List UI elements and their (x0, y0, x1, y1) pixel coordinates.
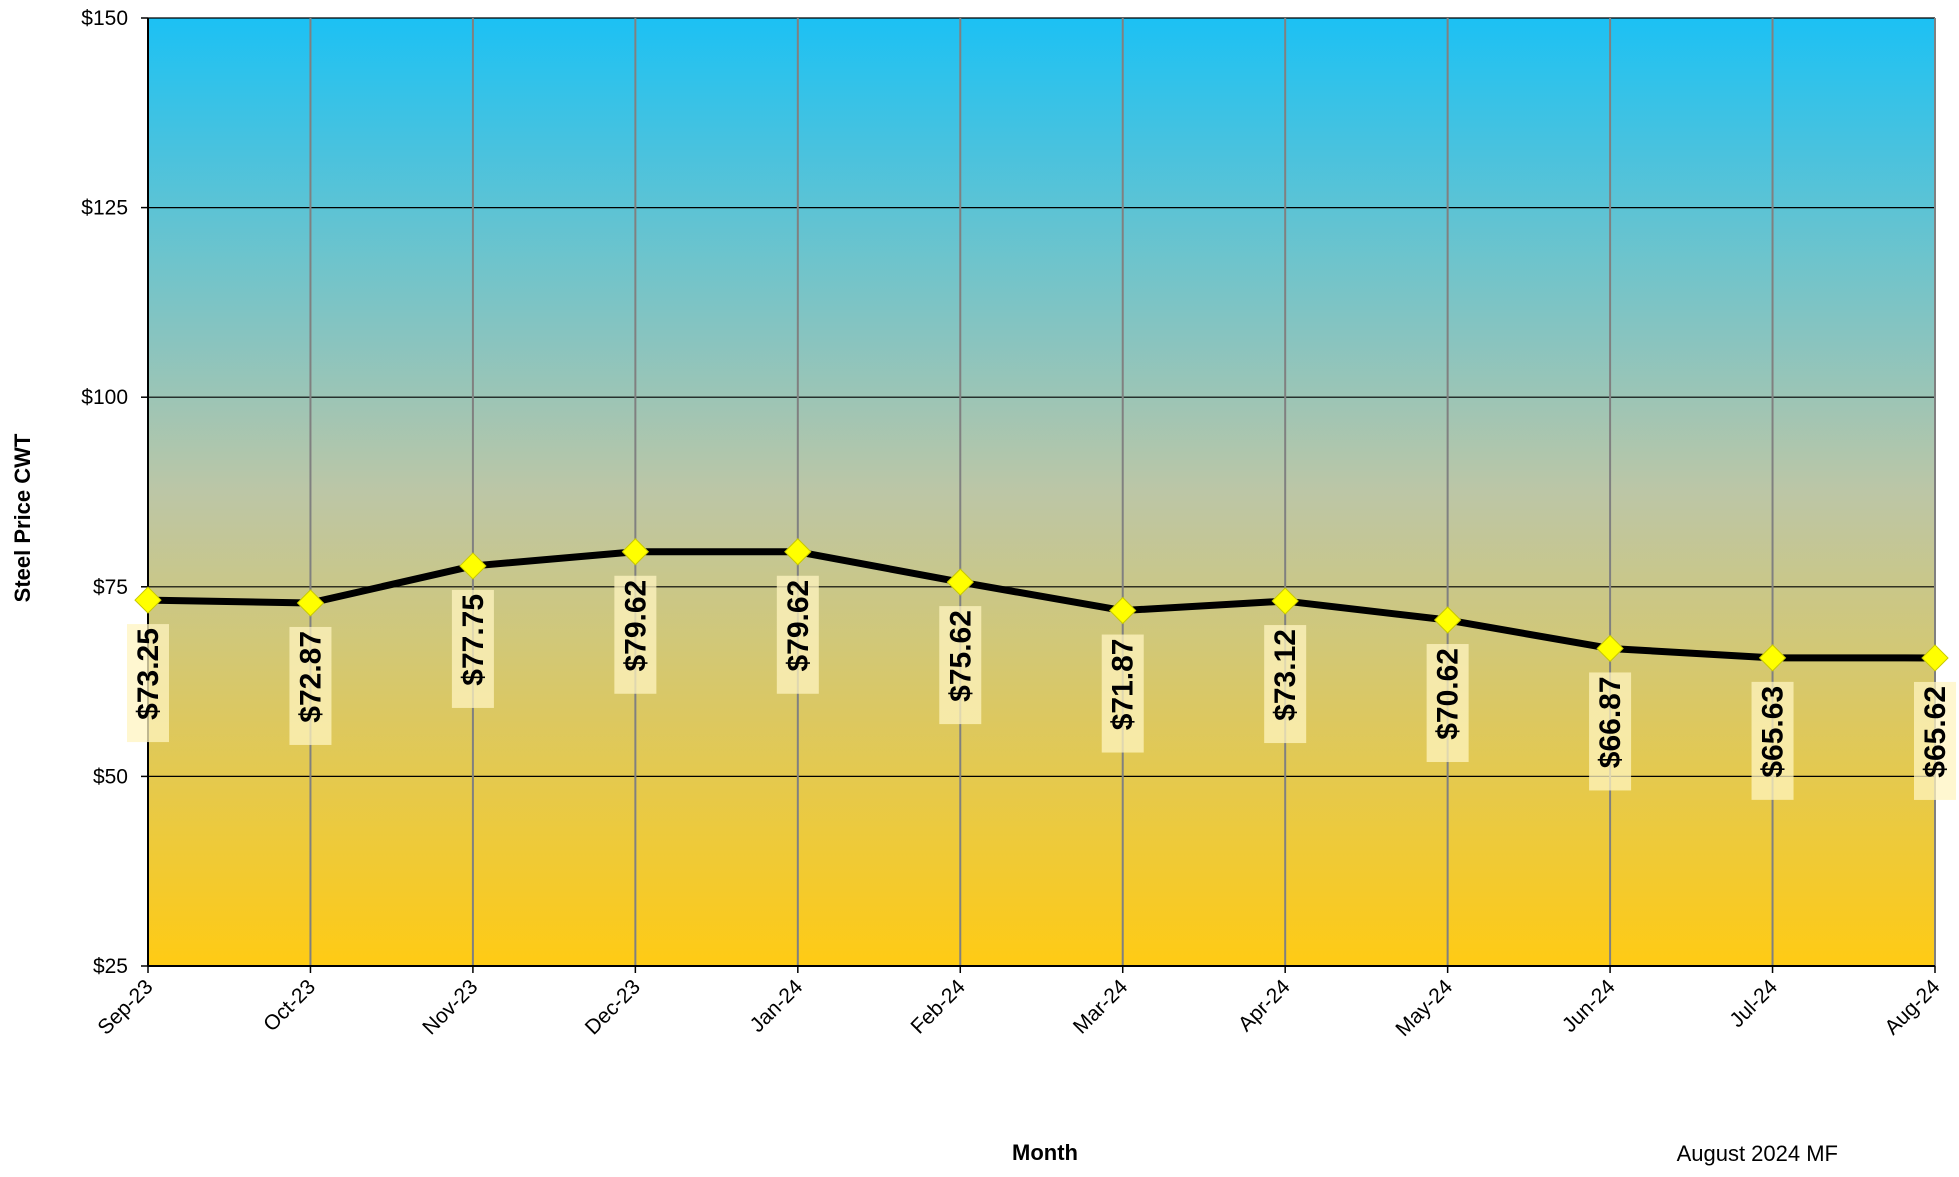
data-label-bg (939, 606, 982, 725)
data-label: $73.25 (132, 628, 165, 720)
data-label-bg (451, 589, 494, 708)
x-axis-title: Month (1012, 1140, 1078, 1165)
x-tick-label: Aug-24 (1880, 975, 1944, 1039)
data-label-group: $73.25 (127, 624, 169, 743)
data-point (1109, 596, 1137, 625)
data-label-group: $77.75 (451, 589, 494, 708)
series-line (144, 548, 1939, 662)
data-label-group: $70.62 (1426, 644, 1469, 763)
data-label-bg (127, 624, 169, 743)
axes (141, 17, 1936, 973)
x-tick-label: Jul-24 (1725, 975, 1782, 1032)
data-label: $77.75 (457, 594, 490, 686)
x-tick-label: Jan-24 (746, 975, 808, 1037)
data-label: $75.62 (944, 610, 977, 702)
data-label: $73.12 (1269, 629, 1302, 721)
data-label-group: $65.62 (1914, 681, 1956, 800)
data-label-bg (1264, 625, 1307, 744)
data-label: $66.87 (1594, 676, 1627, 768)
data-label-group: $79.62 (614, 575, 657, 694)
y-tick-label: $125 (81, 197, 128, 220)
data-point (1921, 644, 1949, 672)
data-point (296, 589, 325, 617)
x-tick-label: Nov-23 (418, 975, 482, 1039)
data-point (1596, 634, 1624, 663)
data-point (1758, 644, 1787, 672)
x-tick-label: May-24 (1391, 975, 1457, 1041)
y-tick-label: $50 (93, 765, 128, 788)
data-label-group: $73.12 (1264, 625, 1307, 744)
x-tick-label: Mar-24 (1069, 975, 1133, 1039)
data-label-bg (1914, 681, 1956, 800)
footnote: August 2024 MF (1676, 1141, 1838, 1166)
data-label-group: $79.62 (776, 575, 819, 694)
data-label: $71.87 (1107, 639, 1140, 731)
data-label-group: $65.63 (1751, 681, 1794, 800)
y-tick-label: $150 (81, 7, 128, 30)
data-label-bg (614, 575, 657, 694)
data-point (1271, 587, 1299, 615)
series-layer (134, 538, 1949, 672)
data-label: $70.62 (1432, 648, 1465, 740)
data-point (621, 538, 650, 566)
data-point (1433, 606, 1462, 634)
x-tick-label: Feb-24 (906, 975, 970, 1039)
data-label-group: $75.62 (939, 606, 982, 725)
data-label: $65.62 (1919, 686, 1952, 778)
x-tick-label: Sep-23 (93, 975, 157, 1039)
x-tick-label: Dec-23 (581, 975, 645, 1039)
data-point (784, 538, 812, 566)
data-label: $79.62 (619, 580, 652, 672)
data-label-group: $71.87 (1101, 634, 1144, 753)
data-point (134, 586, 162, 614)
data-label: $79.62 (782, 580, 815, 672)
data-labels: $73.25 $72.87 $77.75 $79.62 $79.62 $75.62 $71.… (127, 575, 1956, 800)
y-tick-label: $75 (93, 576, 128, 599)
gridlines (147, 17, 1936, 967)
y-tick-label: $25 (93, 955, 128, 978)
x-tick-label: Oct-23 (259, 975, 320, 1036)
data-label: $72.87 (294, 631, 327, 723)
data-label-bg (1101, 634, 1144, 753)
data-label-bg (289, 626, 332, 745)
data-label: $65.63 (1757, 686, 1790, 778)
data-label-group: $72.87 (289, 626, 332, 745)
plot-area (148, 18, 1935, 966)
x-tick-label: Jun-24 (1558, 975, 1620, 1037)
data-label-bg (1751, 681, 1794, 800)
y-tick-label: $100 (81, 386, 128, 409)
data-point (459, 552, 487, 580)
data-label-bg (1589, 672, 1632, 791)
data-label-group: $66.87 (1589, 672, 1632, 791)
data-label-bg (776, 575, 819, 694)
data-point (946, 568, 974, 596)
x-tick-label: Apr-24 (1234, 975, 1295, 1036)
y-axis-title: Steel Price CWT (10, 433, 35, 602)
data-label-bg (1426, 644, 1469, 763)
